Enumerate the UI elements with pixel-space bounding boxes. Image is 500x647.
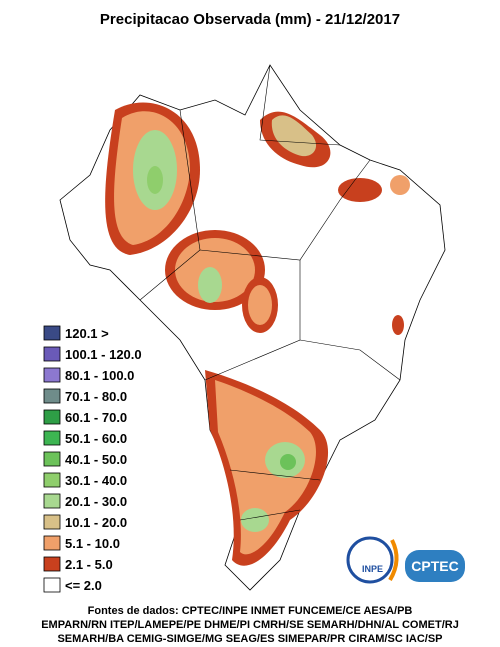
- legend-swatch: [43, 451, 61, 467]
- legend-swatch: [43, 514, 61, 530]
- legend-label: 2.1 - 5.0: [65, 557, 113, 572]
- legend-label: 10.1 - 20.0: [65, 515, 127, 530]
- rain-area: [280, 454, 296, 470]
- rain-area: [198, 267, 222, 303]
- legend-swatch: [43, 493, 61, 509]
- inpe-logo: [346, 536, 394, 584]
- cptec-label: CPTEC: [411, 558, 458, 574]
- source-line: SEMARH/BA CEMIG-SIMGE/MG SEAG/ES SIMEPAR…: [57, 633, 442, 645]
- legend-label: 70.1 - 80.0: [65, 389, 127, 404]
- legend-label: 80.1 - 100.0: [65, 368, 134, 383]
- source-line: EMPARN/RN ITEP/LAMEPE/PE DHME/PI CMRH/SE…: [41, 619, 459, 631]
- rain-area: [271, 115, 317, 157]
- legend-label: 60.1 - 70.0: [65, 410, 127, 425]
- brazil-map: [59, 64, 446, 591]
- legend-label: 100.1 - 120.0: [65, 347, 142, 362]
- rain-area: [147, 166, 163, 194]
- legend-swatch: [43, 409, 61, 425]
- legend: 120.1 > 100.1 - 120.0 80.1 - 100.0 70.1 - 8…: [43, 325, 142, 593]
- state-borders: [139, 64, 401, 521]
- legend-label: 20.1 - 30.0: [65, 494, 127, 509]
- legend-label: <= 2.0: [65, 578, 102, 593]
- rain-area: [248, 285, 272, 325]
- legend-swatch: [43, 325, 61, 341]
- rain-area: [338, 178, 382, 202]
- logo-arrow: [388, 539, 399, 582]
- legend-swatch: [43, 367, 61, 383]
- rain-area: [215, 380, 316, 555]
- rain-area: [241, 508, 269, 532]
- legend-swatch: [43, 388, 61, 404]
- legend-swatch: [43, 556, 61, 572]
- source-line: Fontes de dados: CPTEC/INPE INMET FUNCEM…: [88, 605, 413, 617]
- legend-swatch: [43, 535, 61, 551]
- logos: INPE CPTEC: [346, 536, 465, 584]
- cptec-logo: [405, 550, 465, 582]
- legend-label: 50.1 - 60.0: [65, 431, 127, 446]
- legend-swatch: [43, 472, 61, 488]
- legend-swatch: [43, 577, 61, 593]
- legend-swatch: [43, 430, 61, 446]
- legend-label: 5.1 - 10.0: [65, 536, 120, 551]
- inpe-label: INPE: [362, 564, 383, 574]
- legend-label: 120.1 >: [65, 326, 109, 341]
- title: Precipitacao Observada (mm) - 21/12/2017: [100, 11, 400, 28]
- rain-area: [390, 175, 410, 195]
- legend-label: 40.1 - 50.0: [65, 452, 127, 467]
- rain-areas: [105, 102, 410, 566]
- legend-swatch: [43, 346, 61, 362]
- sources: Fontes de dados: CPTEC/INPE INMET FUNCEM…: [41, 605, 459, 645]
- rain-area: [392, 315, 404, 335]
- legend-label: 30.1 - 40.0: [65, 473, 127, 488]
